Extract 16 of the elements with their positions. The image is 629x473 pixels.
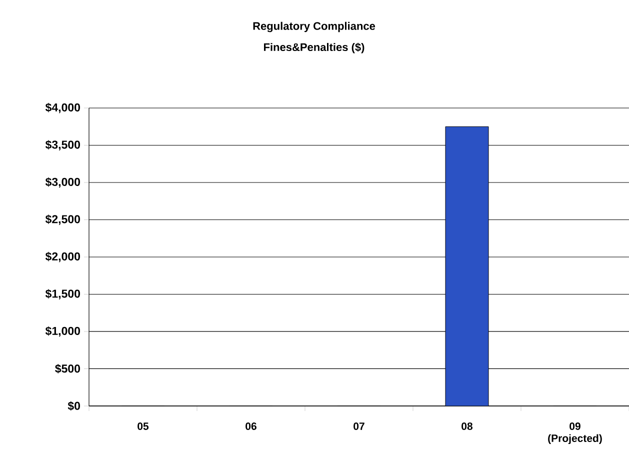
x-tick-label: 09 (Projected) [548,422,602,444]
y-tick-label: $0 [68,401,80,411]
x-tick-label: 08 [462,422,472,430]
y-tick-label: $2,500 [45,214,80,225]
y-tick-label: $1,500 [45,289,80,300]
y-tick-label: $500 [55,364,80,374]
y-tick-label: $3,000 [45,177,80,188]
x-tick-label: 07 [354,422,364,430]
x-tick-label: 05 [138,422,149,430]
y-tick-label: $4,000 [45,102,80,114]
y-tick-label: $3,500 [45,140,80,150]
x-tick-label: 06 [246,422,256,430]
y-tick-label: $1,000 [45,326,80,337]
y-tick-label: $2,000 [45,252,80,262]
chart-title: Regulatory Compliance [253,22,376,32]
chart-subtitle: Fines&Penalties ($) [264,42,364,54]
